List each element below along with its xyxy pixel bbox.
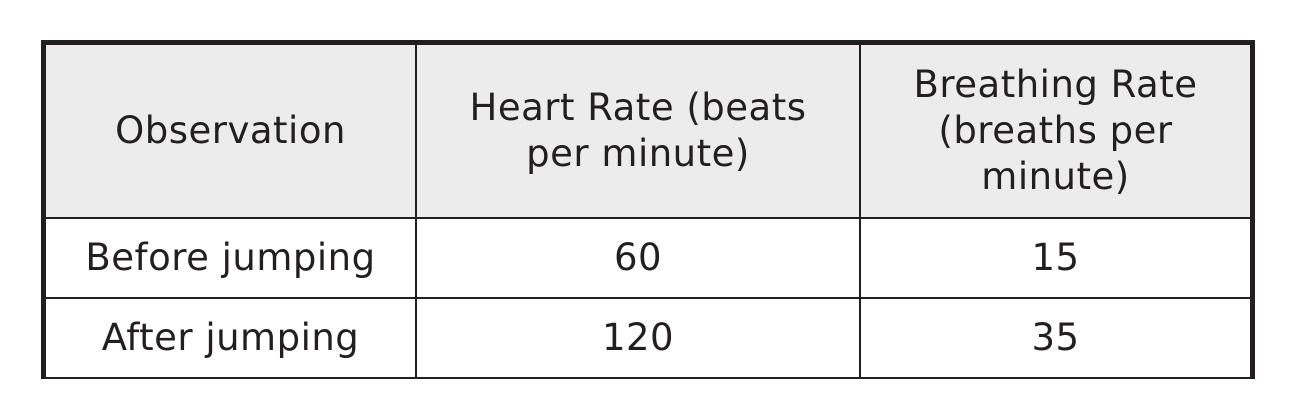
table-row: Before jumping 60 15 [46,217,1250,299]
cell-breathing-rate: 35 [859,297,1250,377]
header-breathing-rate: Breathing Rate (breaths per minute) [859,45,1250,219]
header-observation: Observation [46,45,417,219]
cell-breathing-rate: 15 [859,217,1250,299]
cell-observation: After jumping [46,297,417,377]
observation-table: Observation Heart Rate (beats per minute… [46,45,1250,377]
table-row: After jumping 120 35 [46,297,1250,377]
cell-observation: Before jumping [46,217,417,299]
cell-heart-rate: 120 [415,297,861,377]
header-heart-rate: Heart Rate (beats per minute) [415,45,861,219]
data-table: Observation Heart Rate (beats per minute… [41,40,1255,379]
cell-heart-rate: 60 [415,217,861,299]
header-row: Observation Heart Rate (beats per minute… [46,45,1250,219]
